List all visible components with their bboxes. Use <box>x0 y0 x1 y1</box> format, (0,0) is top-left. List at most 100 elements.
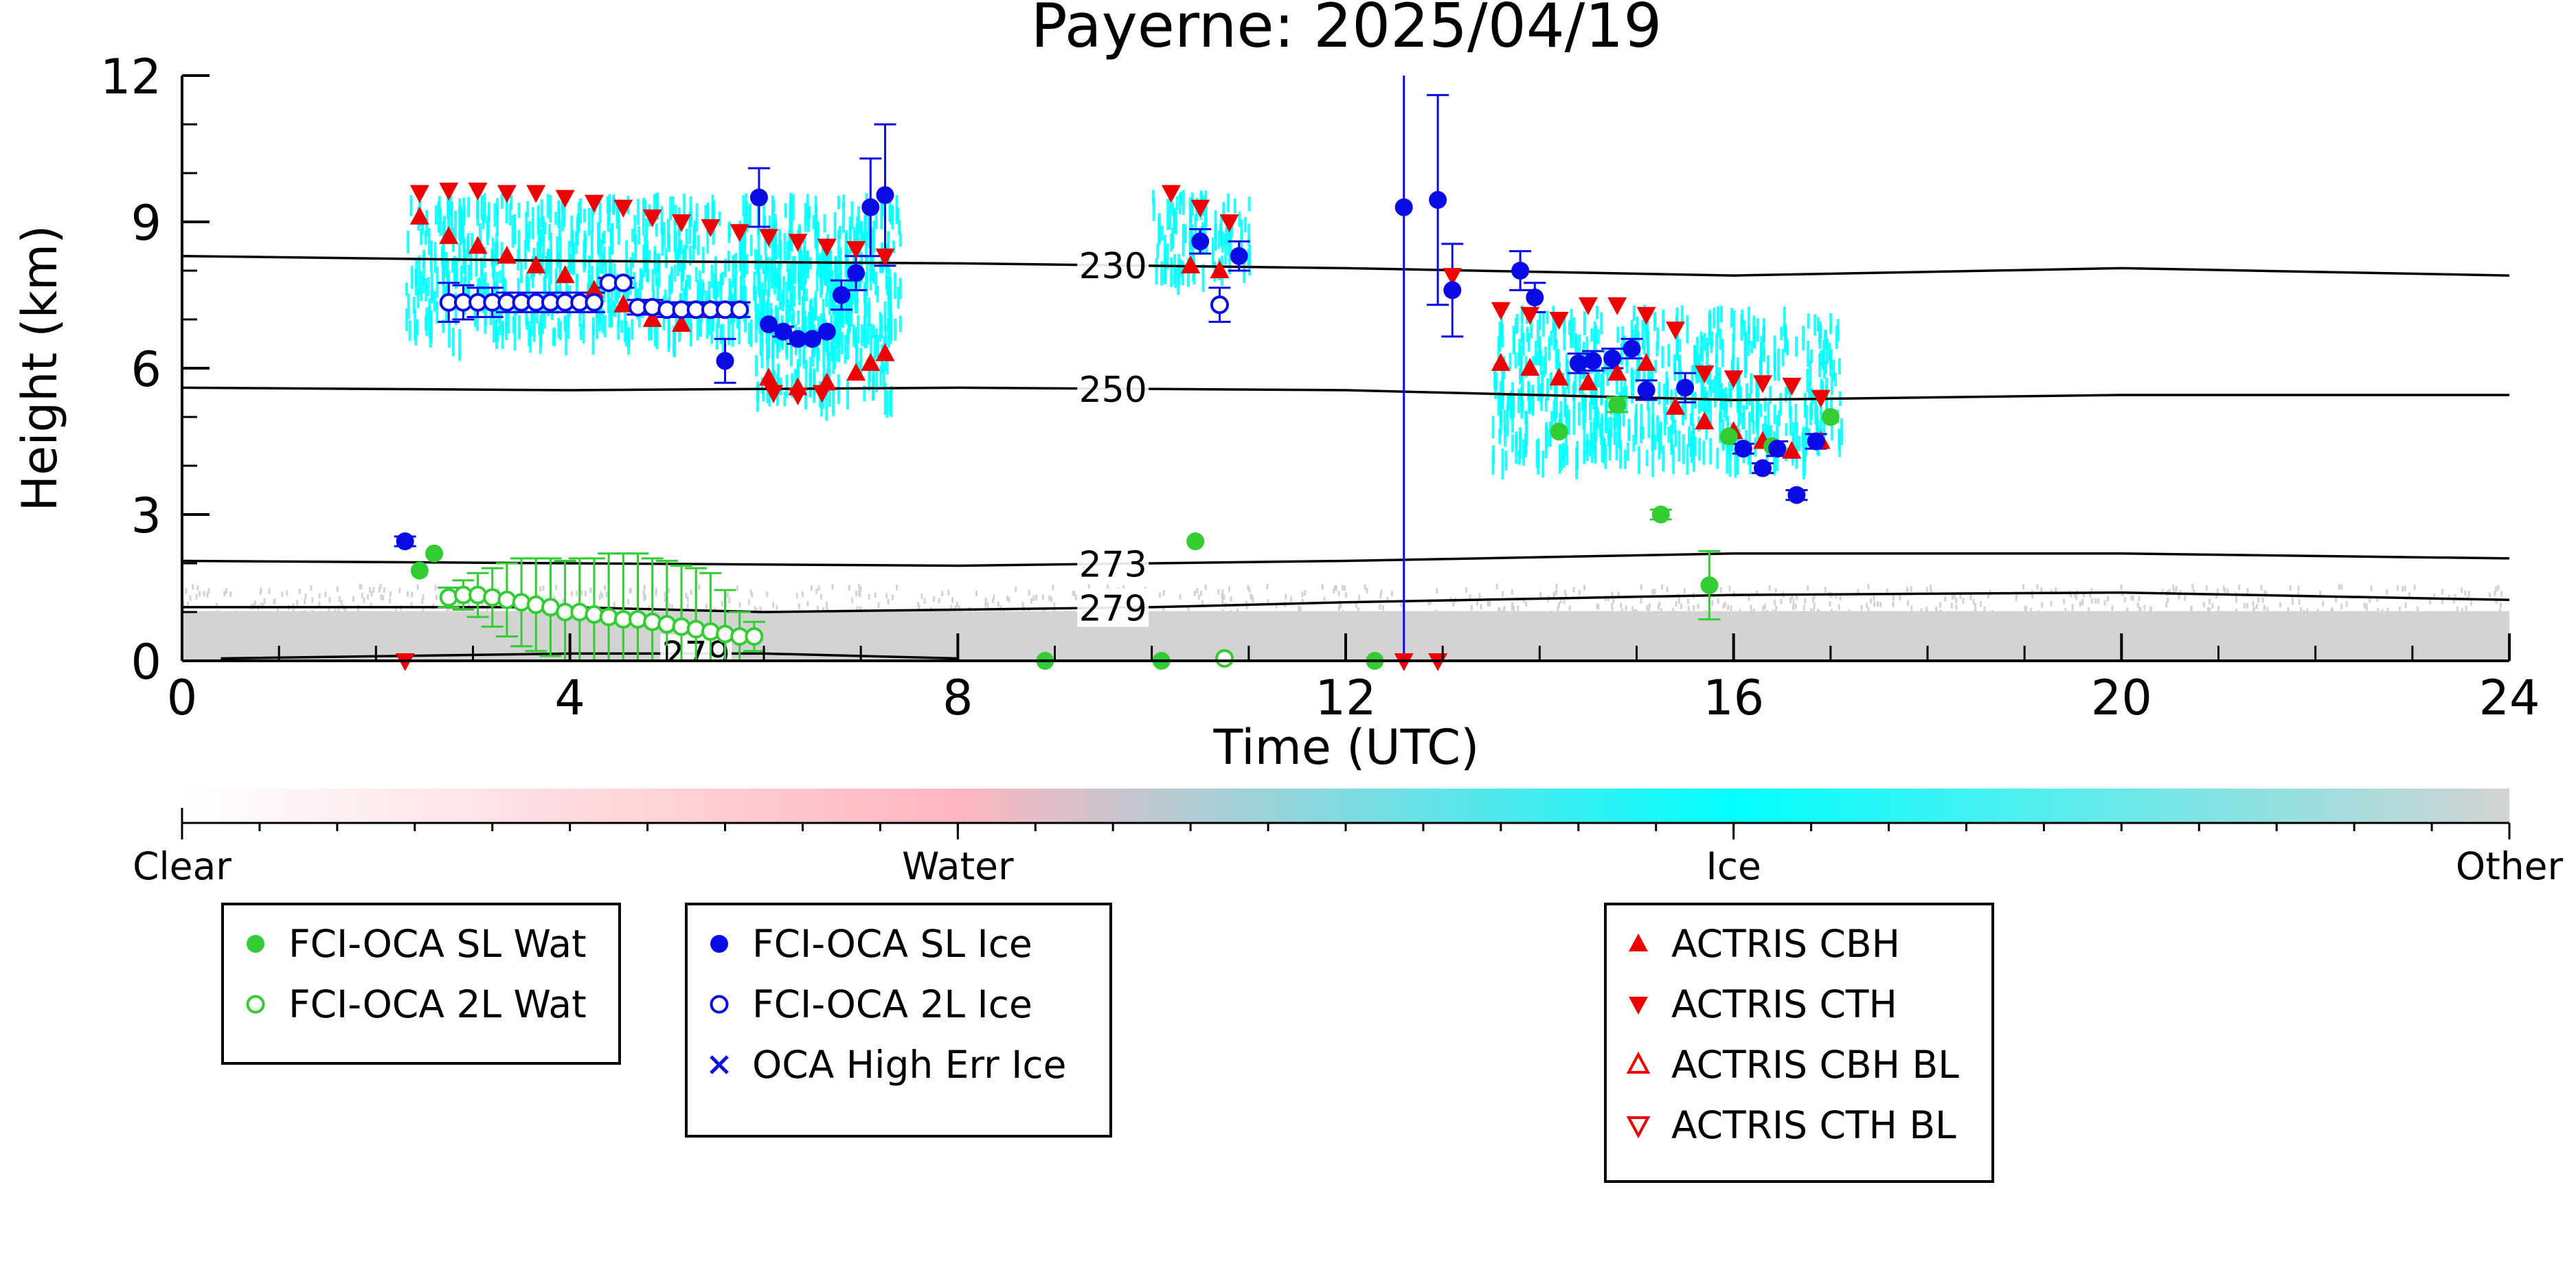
ice-speckle <box>745 201 748 233</box>
ice-speckle <box>1179 259 1182 277</box>
other-speckle <box>2024 605 2026 611</box>
ice-speckle <box>602 246 606 268</box>
ice-speckle <box>1794 403 1798 433</box>
ice-speckle <box>1550 372 1553 390</box>
ice-speckle <box>863 299 867 327</box>
other-speckle <box>457 600 460 607</box>
other-speckle <box>1867 607 1870 613</box>
ice-speckle <box>478 223 482 250</box>
ice-speckle <box>804 315 808 348</box>
ice-speckle <box>1581 387 1584 411</box>
ice-speckle <box>762 260 765 275</box>
other-speckle <box>1196 588 1199 594</box>
other-speckle <box>336 586 339 592</box>
other-speckle <box>1162 607 1165 613</box>
ice-speckle <box>1803 392 1807 414</box>
ice-speckle <box>867 297 870 325</box>
ice-speckle <box>760 377 764 394</box>
ice-speckle <box>1730 308 1733 328</box>
ice-speckle <box>1684 392 1687 420</box>
other-speckle <box>1812 608 1815 614</box>
ice-speckle <box>492 315 495 343</box>
ice-speckle <box>1686 315 1689 344</box>
other-speckle <box>1762 605 1765 611</box>
other-speckle <box>206 592 209 598</box>
point-fci-oca-sl-ice <box>1191 232 1210 251</box>
other-speckle <box>2461 608 2463 614</box>
other-speckle <box>473 616 476 622</box>
other-speckle <box>948 609 951 615</box>
other-speckle <box>539 586 542 592</box>
ice-speckle <box>786 241 789 272</box>
other-speckle <box>1328 613 1331 620</box>
other-speckle <box>877 602 880 608</box>
other-speckle <box>823 613 826 619</box>
other-speckle <box>2328 611 2331 617</box>
other-speckle <box>304 598 306 605</box>
other-speckle <box>1470 605 1473 611</box>
other-speckle <box>1612 598 1615 604</box>
other-speckle <box>1301 591 1304 598</box>
ice-speckle <box>1767 402 1770 433</box>
ice-speckle <box>1625 385 1628 414</box>
ice-speckle <box>692 240 695 262</box>
y-tick-label: 6 <box>131 341 161 398</box>
other-speckle <box>1248 587 1251 593</box>
ice-speckle <box>800 267 804 291</box>
ice-speckle <box>1642 363 1646 389</box>
other-speckle <box>1304 590 1307 596</box>
ice-speckle <box>447 195 450 220</box>
other-speckle <box>1563 598 1566 605</box>
ice-speckle <box>1689 413 1693 427</box>
other-speckle <box>1929 585 1932 591</box>
point-actris-cth <box>701 219 721 238</box>
other-speckle <box>1744 611 1747 618</box>
ice-speckle <box>517 203 521 218</box>
other-speckle <box>1198 613 1201 619</box>
ice-speckle <box>1654 359 1658 374</box>
ice-speckle <box>457 243 461 262</box>
ice-speckle <box>1840 418 1843 445</box>
ice-speckle <box>1814 398 1817 425</box>
ice-speckle <box>624 321 628 347</box>
other-speckle <box>1651 589 1654 595</box>
ice-speckle <box>1515 431 1518 447</box>
ice-speckle <box>1811 389 1815 404</box>
ice-speckle <box>1531 385 1535 414</box>
other-speckle <box>2123 597 2126 603</box>
ice-speckle <box>1635 369 1638 383</box>
other-speckle <box>1750 610 1752 616</box>
other-speckle <box>1298 605 1300 611</box>
other-speckle <box>1656 611 1658 618</box>
other-speckle <box>1006 595 1009 601</box>
other-speckle <box>2120 584 2123 590</box>
ice-speckle <box>442 242 445 271</box>
other-speckle <box>1245 600 1247 607</box>
other-speckle <box>974 609 977 615</box>
other-speckle <box>1661 584 1664 590</box>
other-speckle <box>2070 591 2072 598</box>
ice-speckle <box>1744 331 1748 351</box>
ice-speckle <box>549 194 552 223</box>
ice-speckle <box>565 328 568 356</box>
ice-speckle <box>420 227 423 245</box>
ice-speckle <box>1741 412 1745 430</box>
other-speckle <box>2243 602 2246 609</box>
ice-speckle <box>1594 415 1598 442</box>
other-speckle <box>403 614 406 620</box>
ice-speckle <box>1756 395 1759 423</box>
other-speckle <box>2130 595 2133 601</box>
ice-speckle <box>677 227 681 252</box>
point-actris-cbh <box>1549 368 1569 386</box>
other-speckle <box>340 600 343 606</box>
other-speckle <box>1935 607 1938 613</box>
other-speckle <box>1813 602 1816 609</box>
ice-speckle <box>616 200 620 224</box>
point-actris-cth <box>468 182 488 201</box>
ice-speckle <box>804 392 807 409</box>
other-speckle <box>1724 601 1726 607</box>
other-speckle <box>2495 598 2498 604</box>
point-fci-oca-2l-ice <box>730 300 749 319</box>
ice-speckle <box>826 348 830 371</box>
other-speckle <box>2240 614 2243 620</box>
